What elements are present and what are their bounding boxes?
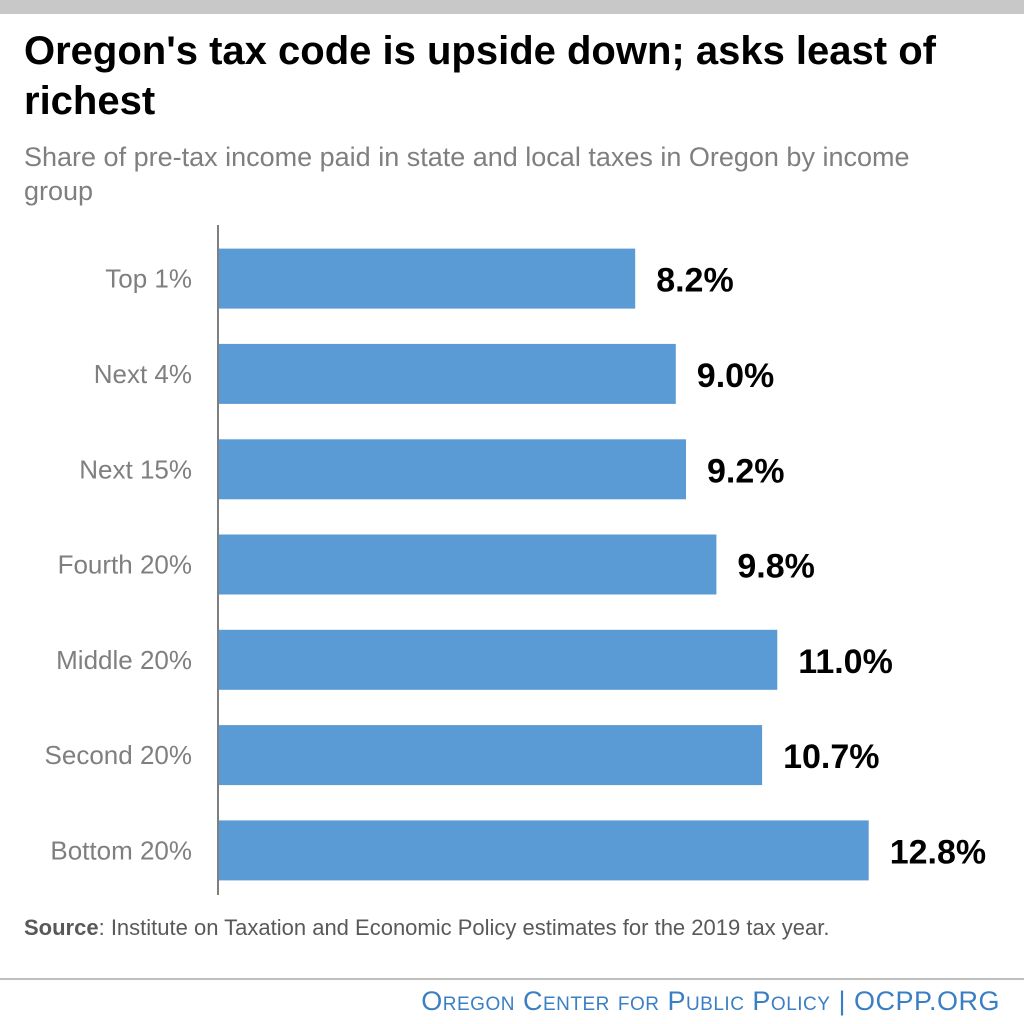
bottom-rule — [0, 978, 1024, 980]
category-label: Fourth 20% — [58, 550, 192, 580]
bar — [219, 343, 676, 404]
bar — [219, 629, 778, 690]
bar-chart: Top 1% 8.2% Next 4% 9.0% Next 15% 9.2% Fourth … — [45, 225, 986, 895]
source-label: Source — [24, 915, 99, 940]
category-label: Top 1% — [105, 264, 192, 294]
value-label: 10.7% — [783, 738, 879, 776]
source-note: Source: Institute on Taxation and Econom… — [24, 913, 984, 943]
top-rule — [0, 0, 1024, 14]
category-label: Middle 20% — [56, 645, 192, 675]
category-label: Next 15% — [79, 454, 192, 484]
value-label: 12.8% — [890, 833, 986, 871]
category-label: Next 4% — [94, 359, 192, 389]
bar — [219, 534, 717, 595]
category-label: Bottom 20% — [50, 835, 192, 865]
footer-brand: Oregon Center for Public Policy | OCPP.O… — [421, 986, 1000, 1016]
chart-subtitle: Share of pre-tax income paid in state an… — [24, 142, 910, 206]
value-label: 9.2% — [707, 452, 785, 490]
source-text: : Institute on Taxation and Economic Pol… — [98, 915, 830, 940]
bar — [219, 439, 686, 500]
bar — [219, 820, 869, 881]
value-label: 9.8% — [737, 548, 815, 586]
bar — [219, 248, 636, 309]
value-label: 9.0% — [697, 357, 775, 395]
bar — [219, 725, 763, 786]
value-label: 11.0% — [798, 643, 893, 681]
value-label: 8.2% — [656, 262, 734, 300]
chart-title: Oregon's tax code is upside down; asks l… — [24, 29, 936, 123]
category-label: Second 20% — [45, 740, 192, 770]
